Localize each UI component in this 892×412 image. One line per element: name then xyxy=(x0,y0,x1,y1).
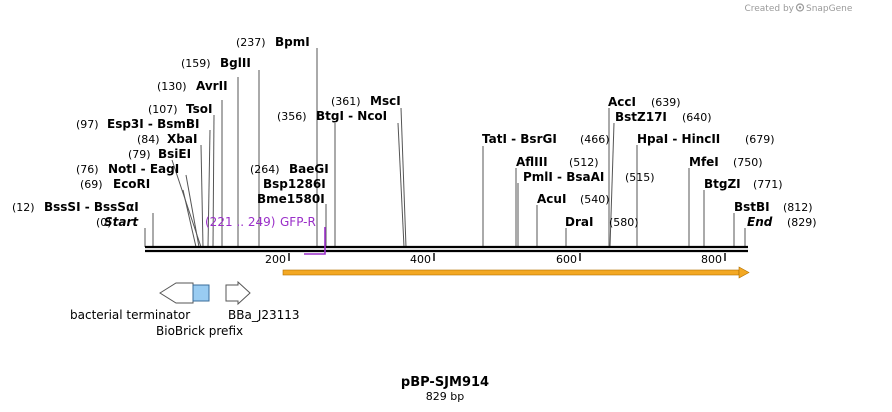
site-name[interactable]: EcoRI xyxy=(113,177,150,191)
site-name[interactable]: TsoI xyxy=(186,102,212,116)
start-pos: (0) xyxy=(96,216,112,229)
orf-arrow[interactable] xyxy=(282,266,750,279)
feature-promoter[interactable] xyxy=(225,280,251,306)
snapgene-logo-icon xyxy=(795,3,805,12)
site-name[interactable]: BstBI xyxy=(734,200,770,214)
site-name[interactable]: BstZ17I xyxy=(615,110,667,124)
site-pos: (640) xyxy=(682,111,712,124)
connector-btgi xyxy=(397,122,405,248)
ruler-label-400: 400 xyxy=(410,253,431,266)
site-name[interactable]: Bme1580I xyxy=(257,192,325,206)
site-name[interactable]: BssSI - BssSαI xyxy=(44,200,139,214)
plasmid-length: 829 bp xyxy=(426,390,464,403)
site-pos: (466) xyxy=(580,133,610,146)
site-name[interactable]: TatI - BsrGI xyxy=(482,132,557,146)
site-pos: (512) xyxy=(569,156,599,169)
primer-arrow xyxy=(304,227,326,255)
site-name[interactable]: MscI xyxy=(370,94,401,108)
site-pos: (130) xyxy=(157,80,187,93)
ruler: 200 400 600 800 xyxy=(265,253,726,266)
dna-backbone xyxy=(145,245,748,253)
primer-gfp-r[interactable]: (221 .. 249) GFP-R xyxy=(205,215,326,255)
site-pos: (107) xyxy=(148,103,178,116)
site-connectors xyxy=(144,48,746,248)
site-pos: (79) xyxy=(128,148,151,161)
site-pos: (69) xyxy=(80,178,103,191)
site-pos: (750) xyxy=(733,156,763,169)
site-name[interactable]: HpaI - HincII xyxy=(637,132,720,146)
connector-msci xyxy=(400,107,407,248)
connector-xbai xyxy=(200,144,204,248)
primer-name: GFP-R xyxy=(280,215,316,229)
site-name[interactable]: NotI - EagI xyxy=(108,162,179,176)
site-name[interactable]: BpmI xyxy=(275,35,310,49)
feature-label-promoter: BBa_J23113 xyxy=(228,308,300,322)
connector-esp3i xyxy=(207,129,211,248)
ruler-label-800: 800 xyxy=(701,253,722,266)
primer-range: (221 .. 249) xyxy=(205,215,275,229)
feature-label-biobrick-prefix: BioBrick prefix xyxy=(156,324,243,338)
ruler-label-200: 200 xyxy=(265,253,286,266)
site-name[interactable]: BaeGI xyxy=(289,162,329,176)
site-pos: (540) xyxy=(580,193,610,206)
site-name[interactable]: DraI xyxy=(565,215,593,229)
site-name[interactable]: Bsp1286I xyxy=(263,177,326,191)
site-name[interactable]: BtgI - NcoI xyxy=(316,109,387,123)
site-pos: (515) xyxy=(625,171,655,184)
site-name[interactable]: XbaI xyxy=(167,132,197,146)
site-pos: (237) xyxy=(236,36,266,49)
site-name[interactable]: AvrII xyxy=(196,79,228,93)
site-pos: (76) xyxy=(76,163,99,176)
feature-biobrick-prefix[interactable] xyxy=(192,284,210,302)
site-pos: (812) xyxy=(783,201,813,214)
site-name[interactable]: AcuI xyxy=(537,192,566,206)
connector-tsoi xyxy=(212,114,215,248)
end-label: End xyxy=(747,215,773,229)
site-name[interactable]: AccI xyxy=(608,95,636,109)
start-label: Start xyxy=(104,215,139,229)
site-pos: (264) xyxy=(250,163,280,176)
site-pos: (159) xyxy=(181,57,211,70)
site-pos: (12) xyxy=(12,201,35,214)
site-labels: (0) Start (829) End (12) BssSI - BssSαI … xyxy=(12,35,817,229)
site-name[interactable]: MfeI xyxy=(689,155,719,169)
site-pos: (84) xyxy=(137,133,160,146)
plasmid-name: pBP-SJM914 xyxy=(401,375,489,390)
brand-created-by: Created by xyxy=(744,4,794,14)
connector-bsiei xyxy=(171,159,202,248)
site-name[interactable]: Esp3I - BsmBI xyxy=(107,117,199,131)
site-pos: (361) xyxy=(331,95,361,108)
site-pos: (580) xyxy=(609,216,639,229)
site-pos: (356) xyxy=(277,110,307,123)
site-name[interactable]: PmlI - BsaAI xyxy=(523,170,604,184)
feature-bacterial-terminator[interactable] xyxy=(159,282,194,304)
site-pos: (97) xyxy=(76,118,99,131)
feature-label-terminator: bacterial terminator xyxy=(70,308,190,322)
site-name[interactable]: BsiEI xyxy=(158,147,191,161)
site-pos: (639) xyxy=(651,96,681,109)
site-name[interactable]: BtgZI xyxy=(704,177,741,191)
end-pos: (829) xyxy=(787,216,817,229)
site-name[interactable]: BglII xyxy=(220,56,251,70)
connector-bstz17i xyxy=(609,122,615,248)
site-pos: (771) xyxy=(753,178,783,191)
site-name[interactable]: AflIII xyxy=(516,155,548,169)
ruler-label-600: 600 xyxy=(556,253,577,266)
brand-name: SnapGene xyxy=(806,4,853,14)
site-pos: (679) xyxy=(745,133,775,146)
